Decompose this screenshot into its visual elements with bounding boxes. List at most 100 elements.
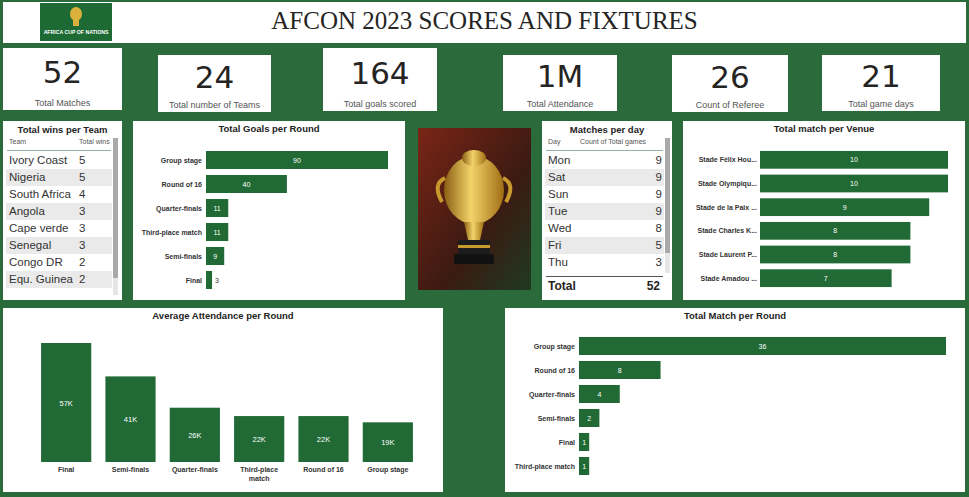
chart-title: Total match per Venue bbox=[774, 123, 875, 134]
bar bbox=[298, 416, 348, 462]
data-label: 1 bbox=[582, 463, 586, 470]
bar bbox=[206, 199, 228, 217]
bar bbox=[363, 422, 413, 462]
category-label: Semi-finals bbox=[112, 466, 149, 473]
kpi-value: 52 bbox=[3, 54, 122, 90]
data-label: 10 bbox=[850, 156, 858, 163]
kpi-label: Total game days bbox=[822, 99, 940, 109]
table-row: Tue9 bbox=[545, 203, 664, 220]
category-label: Quarter-finals bbox=[156, 205, 202, 213]
category-label: Third-place match bbox=[515, 463, 575, 471]
bar bbox=[206, 175, 287, 193]
category-label: Round of 16 bbox=[162, 181, 203, 188]
table-cell: 3 bbox=[79, 239, 85, 251]
table-cell: South Africa bbox=[9, 188, 71, 200]
data-label: 2 bbox=[587, 415, 591, 422]
bar bbox=[170, 408, 220, 462]
table-title: Total wins per Team bbox=[3, 124, 122, 135]
table-row: Senegal3 bbox=[6, 237, 112, 254]
bar bbox=[579, 337, 946, 355]
kpi-label: Total goals scored bbox=[323, 99, 437, 109]
category-label: Quarter-finals bbox=[172, 466, 218, 474]
chart-panel: Total Match per RoundGroup stage36Round … bbox=[505, 308, 965, 492]
table-cell: Equ. Guinea bbox=[9, 273, 73, 285]
dashboard: AFRICA CUP OF NATIONSAFCON 2023 SCORES A… bbox=[0, 0, 969, 497]
table-cell: 2 bbox=[79, 256, 85, 268]
header-rule bbox=[546, 150, 663, 151]
chart-title: Average Attendance per Round bbox=[152, 310, 293, 321]
table-cell: 3 bbox=[79, 205, 85, 217]
table-cell: Nigeria bbox=[9, 171, 45, 183]
logo-text: AFRICA CUP OF NATIONS bbox=[44, 29, 109, 35]
data-label: 9 bbox=[213, 253, 217, 260]
bar bbox=[206, 271, 212, 289]
table-cell: Thu bbox=[548, 256, 568, 268]
category-label: Third-place match bbox=[142, 229, 202, 237]
bar bbox=[760, 246, 910, 264]
bars bbox=[760, 151, 948, 287]
logo-bg bbox=[40, 3, 112, 41]
chart-svg: Average Attendance per RoundFinal57KSemi… bbox=[3, 308, 443, 492]
total-rule bbox=[546, 276, 663, 277]
trophy-base-band bbox=[458, 245, 490, 248]
category-label: Group stage bbox=[367, 466, 408, 474]
category-label: Group stage bbox=[161, 157, 202, 165]
table-cell: Sun bbox=[548, 188, 568, 200]
category-label: Stade de la Paix ... bbox=[696, 204, 757, 211]
chart-svg: Total Match per RoundGroup stage36Round … bbox=[505, 308, 965, 492]
category-label: Semi-finals bbox=[165, 253, 202, 260]
data-label: 10 bbox=[850, 180, 858, 187]
table-cell: 5 bbox=[79, 154, 85, 166]
table-cell: Mon bbox=[548, 154, 570, 166]
table-cell: Sat bbox=[548, 171, 565, 183]
category-label: Round of 16 bbox=[303, 466, 344, 473]
header-rule bbox=[7, 150, 111, 151]
trophy-bg bbox=[418, 128, 531, 290]
category-label: Final bbox=[58, 466, 74, 473]
bar bbox=[760, 198, 929, 216]
bars bbox=[579, 337, 946, 475]
data-label: 8 bbox=[618, 367, 622, 374]
category-label: Stade Olympiqu... bbox=[698, 180, 757, 188]
table-cell: Congo DR bbox=[9, 256, 63, 268]
data-label: 11 bbox=[213, 205, 220, 212]
table-row: Sun9 bbox=[545, 186, 664, 203]
table-row: Nigeria5 bbox=[6, 169, 112, 186]
bar bbox=[105, 376, 155, 462]
table-cell: Fri bbox=[548, 239, 561, 251]
trophy-plinth bbox=[454, 254, 494, 264]
table-header: Total wins bbox=[79, 138, 110, 145]
bar bbox=[760, 175, 948, 193]
table-row: Ivory Coast5 bbox=[6, 152, 112, 169]
total-value: 52 bbox=[647, 279, 660, 293]
scrollbar-thumb bbox=[113, 138, 118, 278]
table-row: Fri 5 bbox=[545, 237, 664, 254]
table-cell: 8 bbox=[656, 222, 662, 234]
data-label: 26K bbox=[188, 431, 201, 440]
trophy-top bbox=[462, 150, 486, 166]
label-line: Semi-finals bbox=[112, 466, 149, 473]
chart-title: Total Match per Round bbox=[684, 310, 786, 321]
category-label: Group stage bbox=[534, 343, 575, 351]
label-line: Third-place bbox=[240, 466, 278, 474]
kpi-label: Total Attendance bbox=[503, 99, 617, 109]
scrollbar-thumb bbox=[665, 138, 670, 253]
table-row: Mon9 bbox=[545, 152, 664, 169]
label-line: match bbox=[249, 475, 270, 482]
kpi-card: 24Total number of Teams bbox=[158, 55, 271, 112]
data-label: 1 bbox=[582, 439, 586, 446]
table-cell: 3 bbox=[79, 222, 85, 234]
bar bbox=[579, 433, 589, 451]
logo-stem bbox=[73, 20, 79, 26]
table-cell: Angola bbox=[9, 205, 45, 217]
chart-panel: Average Attendance per RoundFinal57KSemi… bbox=[3, 308, 443, 492]
table-row: Angola 3 bbox=[6, 203, 112, 220]
total-label: Total bbox=[548, 279, 576, 293]
data-label: 7 bbox=[824, 275, 828, 282]
bar bbox=[760, 222, 910, 240]
data-label: 19K bbox=[381, 438, 394, 447]
table-cell: 4 bbox=[79, 188, 85, 200]
data-label: 9 bbox=[843, 204, 847, 211]
trophy-svg bbox=[418, 128, 531, 290]
table-cell: 5 bbox=[656, 239, 662, 251]
